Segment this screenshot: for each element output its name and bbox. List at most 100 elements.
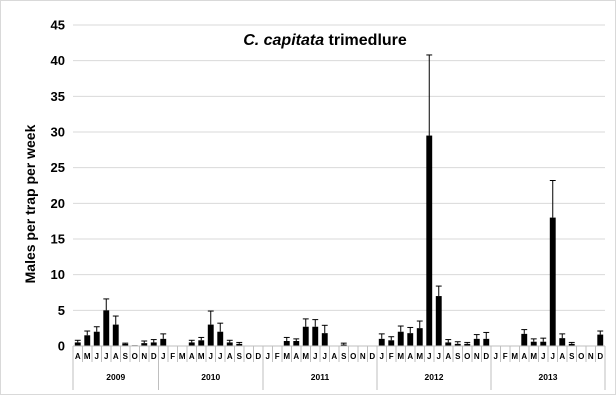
month-label: N [360, 352, 366, 361]
bar [521, 333, 528, 346]
month-label: J [209, 352, 213, 361]
month-label: A [331, 352, 337, 361]
month-label: O [350, 352, 356, 361]
y-tick-label: 5 [58, 303, 65, 318]
month-label: J [541, 352, 545, 361]
month-label: A [293, 352, 299, 361]
month-label: J [313, 352, 317, 361]
month-label: M [511, 352, 518, 361]
month-label: F [389, 352, 394, 361]
month-label: A [559, 352, 565, 361]
y-tick-label: 15 [51, 232, 65, 247]
month-label: M [198, 352, 205, 361]
bar [549, 217, 556, 346]
bar [112, 324, 119, 346]
bar [293, 341, 300, 346]
month-label: J [104, 352, 108, 361]
year-label: 2013 [539, 372, 558, 382]
month-label: A [75, 352, 81, 361]
y-axis-label: Males per trap per week [22, 124, 38, 283]
bar [150, 342, 157, 346]
bar [530, 341, 537, 346]
month-label: A [445, 352, 451, 361]
bar [435, 296, 442, 346]
month-label: O [246, 352, 252, 361]
month-label: S [455, 352, 461, 361]
month-label: D [369, 352, 375, 361]
month-label: J [266, 352, 270, 361]
bar [207, 324, 214, 346]
bar [416, 328, 423, 346]
chart-title: C. capitata trimedlure [243, 32, 407, 49]
month-label: S [569, 352, 575, 361]
bar [454, 343, 461, 346]
y-tick-label: 30 [51, 125, 65, 140]
bar [217, 331, 224, 346]
error-bars [74, 54, 604, 345]
month-label: D [483, 352, 489, 361]
month-label: D [255, 352, 261, 361]
bar [226, 342, 233, 346]
month-label: M [283, 352, 290, 361]
month-label: F [503, 352, 508, 361]
month-label: N [141, 352, 147, 361]
month-label: J [95, 352, 99, 361]
y-tick-label: 10 [51, 267, 65, 282]
gridlines [73, 24, 605, 311]
bar [236, 343, 243, 346]
y-tick-label: 25 [51, 160, 65, 175]
month-label: O [132, 352, 138, 361]
bar [74, 342, 81, 346]
month-label: A [189, 352, 195, 361]
month-label: M [416, 352, 423, 361]
month-label: A [113, 352, 119, 361]
month-label: S [341, 352, 347, 361]
month-label: A [521, 352, 527, 361]
bar [321, 333, 328, 346]
bar [445, 342, 452, 346]
bar [340, 344, 347, 346]
y-tick-labels: 0 5 10 15 20 25 30 35 40 45 [51, 18, 65, 354]
month-label: S [237, 352, 243, 361]
y-tick-label: 0 [58, 339, 65, 354]
month-label: D [597, 352, 603, 361]
bar [473, 338, 480, 346]
month-label: J [323, 352, 327, 361]
month-label: F [170, 352, 175, 361]
bar [93, 331, 100, 346]
bar [188, 342, 195, 346]
y-tick-label: 20 [51, 196, 65, 211]
year-label: 2011 [311, 372, 330, 382]
y-tick-label: 40 [51, 53, 65, 68]
bar [312, 326, 319, 346]
bar [388, 340, 395, 346]
month-label: S [123, 352, 129, 361]
month-label: N [588, 352, 594, 361]
bar [198, 340, 205, 346]
month-label: M [530, 352, 537, 361]
bar [141, 343, 148, 346]
bar [103, 310, 110, 346]
month-label: D [151, 352, 157, 361]
month-label: A [227, 352, 233, 361]
bar [84, 335, 91, 346]
bar [160, 338, 167, 346]
year-label: 2012 [425, 372, 444, 382]
month-label: J [437, 352, 441, 361]
month-label: O [464, 352, 470, 361]
month-label: A [407, 352, 413, 361]
month-label: M [179, 352, 186, 361]
bar [407, 333, 414, 346]
bar [568, 343, 575, 346]
month-label: N [474, 352, 480, 361]
bar [283, 341, 290, 346]
y-tick-label: 35 [51, 89, 65, 104]
y-tick-label: 45 [51, 18, 65, 33]
month-label: J [161, 352, 165, 361]
month-label: J [494, 352, 498, 361]
month-label: J [218, 352, 222, 361]
month-label: J [380, 352, 384, 361]
